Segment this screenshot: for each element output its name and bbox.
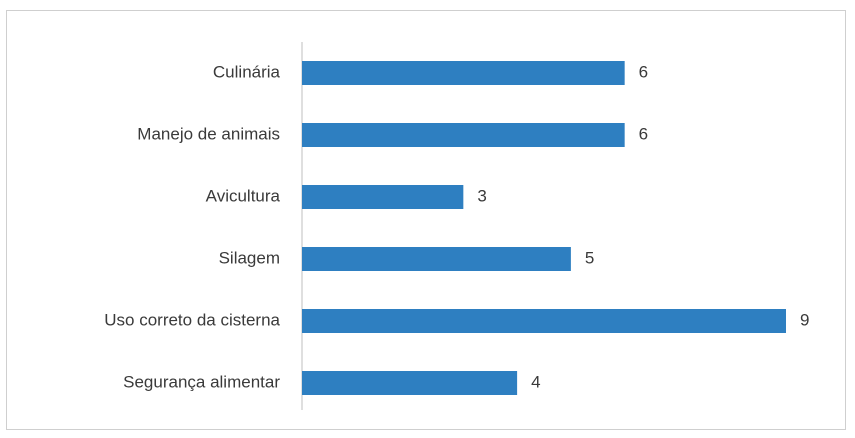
- category-label: Manejo de animais: [137, 124, 280, 143]
- category-label: Avicultura: [206, 186, 281, 205]
- bar-1: [302, 123, 625, 147]
- bar-3: [302, 247, 571, 271]
- value-label: 3: [477, 186, 486, 205]
- category-label: Segurança alimentar: [123, 372, 280, 391]
- category-label: Silagem: [219, 248, 280, 267]
- value-label: 6: [639, 124, 648, 143]
- bar-4: [302, 309, 786, 333]
- category-label: Uso correto da cisterna: [104, 310, 280, 329]
- value-label: 9: [800, 310, 809, 329]
- value-label: 5: [585, 248, 594, 267]
- bar-5: [302, 371, 518, 395]
- category-labels-group: Culinária Manejo de animais Avicultura Sila…: [104, 62, 280, 391]
- category-label: Culinária: [213, 62, 281, 81]
- value-labels-group: 6 6 3 5 9 4: [477, 62, 809, 391]
- bar-2: [302, 185, 464, 209]
- bar-0: [302, 61, 625, 85]
- bars-group: [302, 61, 786, 395]
- value-label: 6: [639, 62, 648, 81]
- value-label: 4: [531, 372, 540, 391]
